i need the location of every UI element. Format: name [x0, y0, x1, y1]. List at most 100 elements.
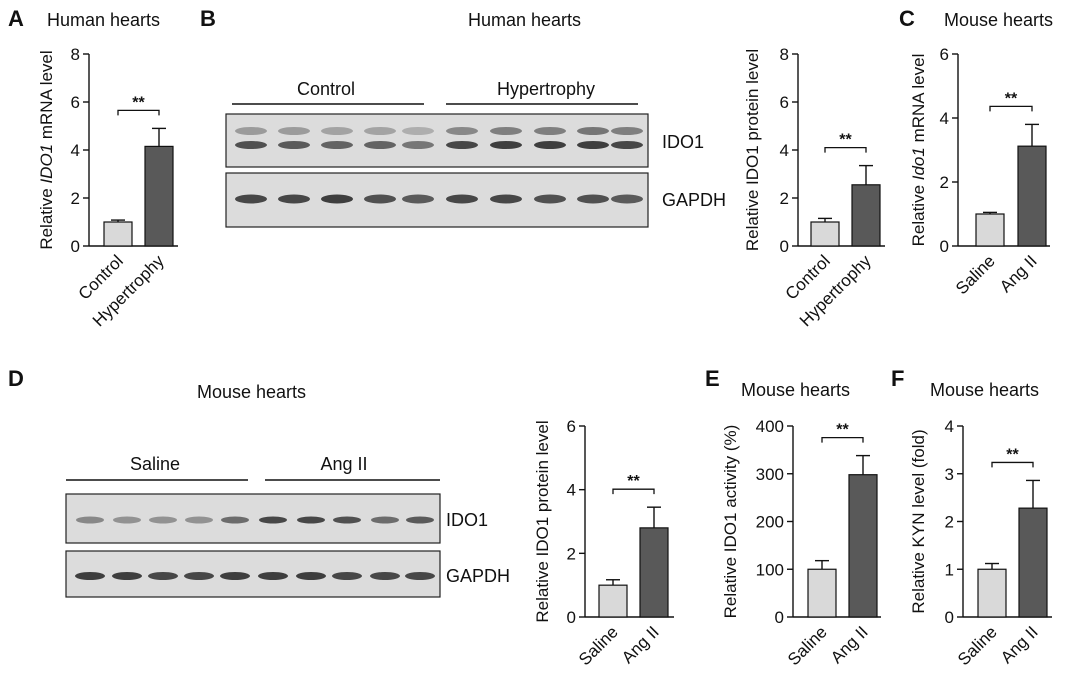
band	[235, 127, 267, 135]
significance-marker-b: **	[839, 132, 852, 149]
band	[364, 141, 396, 149]
band	[371, 516, 399, 524]
band	[278, 141, 310, 149]
band	[149, 516, 177, 524]
significance-marker-e: **	[836, 422, 849, 439]
panel-title-c: Mouse hearts	[944, 10, 1053, 30]
band	[534, 127, 566, 135]
y-axis-label-part: IDO1	[37, 144, 56, 184]
bands-d	[75, 516, 435, 580]
bands-b	[235, 127, 643, 204]
band	[406, 516, 434, 524]
y-tick-label-f: 2	[945, 513, 954, 532]
western-blot-d: Saline Ang II IDO1 GAPDH	[65, 454, 510, 598]
significance-marker-c: **	[1005, 90, 1018, 107]
band	[321, 194, 353, 204]
y-tick-label-e: 0	[775, 608, 784, 627]
category-label-f-0: Saline	[954, 622, 1001, 669]
y-axis-label-part: Relative	[37, 184, 56, 250]
y-axis-label-part: mRNA level	[37, 50, 56, 144]
y-tick-label-b: 6	[780, 93, 789, 112]
western-blot-b: Control Hypertrophy IDO1 GAPDH	[225, 79, 726, 228]
band	[75, 572, 105, 580]
y-axis-label-e: Relative IDO1 activity (%)	[721, 425, 740, 619]
band	[258, 572, 288, 580]
band	[321, 141, 353, 149]
band	[402, 141, 434, 149]
band	[112, 572, 142, 580]
significance-bracket-d	[612, 488, 655, 495]
band	[235, 141, 267, 149]
y-axis-label-b: Relative IDO1 protein level	[743, 49, 762, 251]
y-tick-label-e: 100	[756, 560, 784, 579]
category-label-e-0: Saline	[784, 622, 831, 669]
band	[577, 127, 609, 135]
y-tick-label-b: 4	[780, 141, 789, 160]
panel-title-b: Human hearts	[468, 10, 581, 30]
y-tick-label-e: 200	[756, 513, 784, 532]
bar-e-0	[807, 568, 837, 618]
panel-label-c: C	[899, 6, 915, 31]
y-tick-label-d: 6	[567, 417, 576, 436]
band	[220, 572, 250, 580]
y-axis-label-part: Relative KYN level (fold)	[909, 429, 928, 613]
group-label-angii: Ang II	[320, 454, 367, 474]
bar-d-1	[639, 527, 669, 618]
y-tick-label-a: 8	[71, 45, 80, 64]
y-axis-label-part: Relative	[909, 180, 928, 246]
category-label-c-0: Saline	[952, 251, 999, 298]
y-axis-label-part: Relative IDO1 protein level	[743, 49, 762, 251]
group-label-control: Control	[297, 79, 355, 99]
significance-marker-d: **	[627, 473, 640, 490]
significance-bracket-c	[989, 105, 1033, 112]
panel-label-b: B	[200, 6, 216, 31]
category-label-c-1: Ang II	[996, 251, 1041, 296]
y-axis-label-part: Relative IDO1 activity (%)	[721, 425, 740, 619]
band	[490, 141, 522, 149]
y-tick-label-d: 2	[567, 544, 576, 563]
y-tick-label-e: 400	[756, 417, 784, 436]
y-tick-label-c: 6	[940, 45, 949, 64]
y-axis-label-part: mRNA level	[909, 54, 928, 148]
group-label-saline: Saline	[130, 454, 180, 474]
band	[235, 194, 267, 204]
panel-label-e: E	[705, 366, 720, 391]
band	[446, 141, 478, 149]
category-label-d-0: Saline	[575, 622, 622, 669]
bar-a-0	[103, 221, 133, 247]
band	[577, 141, 609, 149]
chart-d: 0 2 4 6 Relative IDO1 protein level SalineAng…	[533, 417, 674, 669]
band	[297, 516, 325, 524]
band	[364, 194, 396, 204]
band	[446, 127, 478, 135]
band	[534, 141, 566, 149]
y-axis-label-part: Ido1	[909, 147, 928, 180]
chart-f: 0 1 2 3 4 Relative KYN level (fold) SalineAng …	[909, 417, 1052, 669]
panel-label-d: D	[8, 366, 24, 391]
panel-title-e: Mouse hearts	[741, 380, 850, 400]
y-axis-label-c: Relative Ido1 mRNA level	[909, 54, 928, 247]
y-tick-label-a: 4	[71, 141, 80, 160]
band	[259, 516, 287, 524]
y-tick-label-b: 0	[780, 237, 789, 256]
blot-label-ido1-d: IDO1	[446, 510, 488, 530]
band	[370, 572, 400, 580]
band	[534, 194, 566, 204]
bar-b-0	[810, 221, 840, 247]
bar-e-1	[848, 474, 878, 618]
y-tick-label-f: 4	[945, 417, 954, 436]
y-tick-label-b: 8	[780, 45, 789, 64]
band	[221, 516, 249, 524]
y-axis-label-d: Relative IDO1 protein level	[533, 420, 552, 622]
significance-bracket-a	[117, 109, 160, 116]
bar-c-0	[975, 213, 1005, 247]
band	[490, 194, 522, 204]
y-tick-label-d: 4	[567, 481, 576, 500]
bar-d-0	[598, 584, 628, 618]
band	[184, 572, 214, 580]
blot-ido1-b	[225, 113, 649, 168]
bar-b-1	[851, 184, 881, 247]
panel-label-f: F	[891, 366, 904, 391]
